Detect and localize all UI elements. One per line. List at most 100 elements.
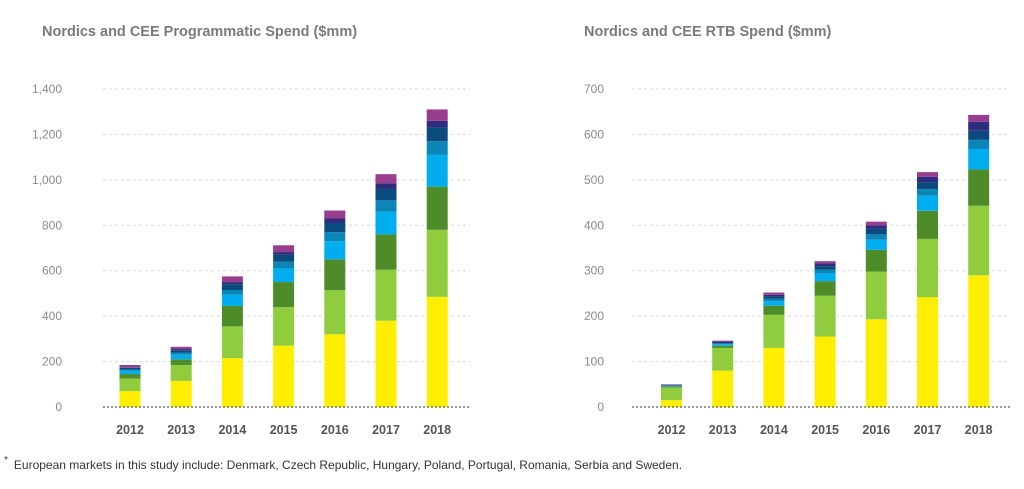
bar-segment-2018-3 [426, 186, 448, 230]
bar-segment-2014-5 [221, 290, 243, 295]
bar-segment-2017-8 [375, 174, 397, 184]
bar-segment-2017-6 [917, 182, 938, 189]
bar-segment-2014-8 [763, 292, 785, 295]
x-tick-label: 2018 [965, 423, 993, 437]
bar-segment-2018-5 [426, 141, 448, 155]
bar-segment-2016-3 [324, 259, 346, 291]
bar-segment-2017-1 [917, 297, 938, 407]
bar-segment-2016-2 [865, 271, 887, 320]
y-tick-label: 100 [584, 355, 604, 369]
y-tick-label: 400 [584, 218, 604, 232]
y-tick-label: 1,000 [32, 173, 62, 187]
bar-segment-2016-7 [324, 218, 346, 224]
bar-segment-2018-4 [968, 148, 990, 170]
bar-segment-2015-2 [814, 295, 836, 337]
bar-segment-2017-2 [917, 238, 938, 298]
bar-segment-2013-4 [712, 344, 734, 346]
bar-segment-2018-2 [426, 229, 448, 297]
y-tick-label: 200 [42, 355, 62, 369]
y-tick-label: 800 [42, 218, 62, 232]
bar-segment-2014-4 [763, 301, 785, 306]
bar-segment-2014-2 [221, 326, 243, 359]
bar-segment-2012-6 [119, 367, 141, 370]
bar-segment-2014-6 [221, 284, 243, 291]
bar-segment-2017-4 [375, 211, 397, 235]
bar-segment-2015-4 [273, 268, 295, 283]
bar-segment-2013-1 [170, 380, 192, 407]
bar-segment-2017-2 [375, 269, 397, 321]
x-tick-label: 2015 [811, 423, 839, 437]
x-tick-label: 2016 [862, 423, 890, 437]
x-tick-label: 2014 [218, 423, 246, 437]
bar-segment-2018-1 [968, 275, 990, 407]
y-tick-label: 400 [42, 309, 62, 323]
bar-segment-2013-4 [170, 354, 192, 360]
bar-segment-2012-2 [661, 387, 682, 401]
bar-segment-2013-7 [170, 349, 192, 351]
bar-segment-2017-6 [375, 188, 397, 201]
bar-segment-2017-3 [917, 210, 938, 239]
bar-segment-2013-8 [170, 346, 192, 350]
bar-segment-2015-3 [273, 282, 295, 308]
bar-segment-2013-1 [712, 370, 734, 407]
bar-segment-2015-1 [273, 345, 295, 407]
bar-segment-2012-5 [119, 369, 141, 371]
bar-segment-2015-5 [814, 269, 836, 274]
bar-segment-2016-1 [865, 319, 887, 407]
bar-segment-2013-5 [712, 343, 734, 345]
bar-segment-2014-6 [763, 296, 785, 299]
bar-segment-2015-8 [814, 261, 836, 264]
chart-title: Nordics and CEE Programmatic Spend ($mm) [42, 24, 357, 40]
bar-segment-2016-5 [324, 232, 346, 242]
chart-title: Nordics and CEE RTB Spend ($mm) [584, 24, 832, 40]
bar-segment-2018-3 [968, 169, 990, 206]
bar-segment-2013-3 [712, 345, 734, 348]
bar-segment-2016-1 [324, 334, 346, 407]
bar-segment-2014-3 [763, 305, 785, 315]
y-tick-label: 700 [584, 82, 604, 96]
bar-segment-2018-8 [968, 114, 990, 122]
bar-segment-2017-1 [375, 320, 397, 407]
bar-segment-2016-8 [865, 221, 887, 226]
bar-segment-2012-2 [119, 378, 141, 392]
y-tick-label: 500 [584, 173, 604, 187]
bar-segment-2013-3 [170, 359, 192, 365]
bar-segment-2014-8 [221, 276, 243, 283]
bar-segment-2016-4 [865, 239, 887, 250]
bar-segment-2015-1 [814, 336, 836, 407]
bar-segment-2013-6 [170, 350, 192, 353]
x-tick-label: 2015 [270, 423, 298, 437]
x-tick-label: 2012 [658, 423, 686, 437]
footnote: * European markets in this study include:… [4, 455, 682, 472]
bar-segment-2015-5 [273, 261, 295, 269]
bar-segment-2018-2 [968, 205, 990, 276]
bar-segment-2017-3 [375, 234, 397, 270]
bar-segment-2018-6 [426, 127, 448, 142]
bar-segment-2014-1 [221, 358, 243, 407]
bar-segment-2018-1 [426, 296, 448, 407]
y-tick-label: 600 [42, 264, 62, 278]
x-tick-label: 2013 [709, 423, 737, 437]
bar-segment-2013-5 [170, 352, 192, 355]
x-tick-label: 2012 [116, 423, 144, 437]
bar-segment-2016-6 [324, 223, 346, 233]
y-tick-label: 0 [597, 400, 604, 414]
bar-segment-2012-4 [119, 370, 141, 375]
bar-segment-2014-4 [221, 294, 243, 306]
bar-segment-2015-4 [814, 273, 836, 282]
bar-segment-2016-8 [324, 210, 346, 219]
bar-segment-2015-7 [273, 252, 295, 255]
x-tick-label: 2017 [372, 423, 400, 437]
y-tick-label: 1,200 [32, 127, 62, 141]
bar-segment-2016-7 [865, 225, 887, 229]
x-tick-label: 2018 [423, 423, 451, 437]
footnote-marker: * [4, 455, 8, 466]
bar-segment-2016-4 [324, 241, 346, 260]
bar-segment-2013-8 [712, 340, 734, 342]
bar-segment-2017-5 [917, 188, 938, 196]
bar-segment-2015-3 [814, 281, 836, 296]
bar-segment-2018-4 [426, 154, 448, 187]
bar-segment-2012-1 [119, 391, 141, 407]
bar-segment-2017-4 [917, 195, 938, 211]
